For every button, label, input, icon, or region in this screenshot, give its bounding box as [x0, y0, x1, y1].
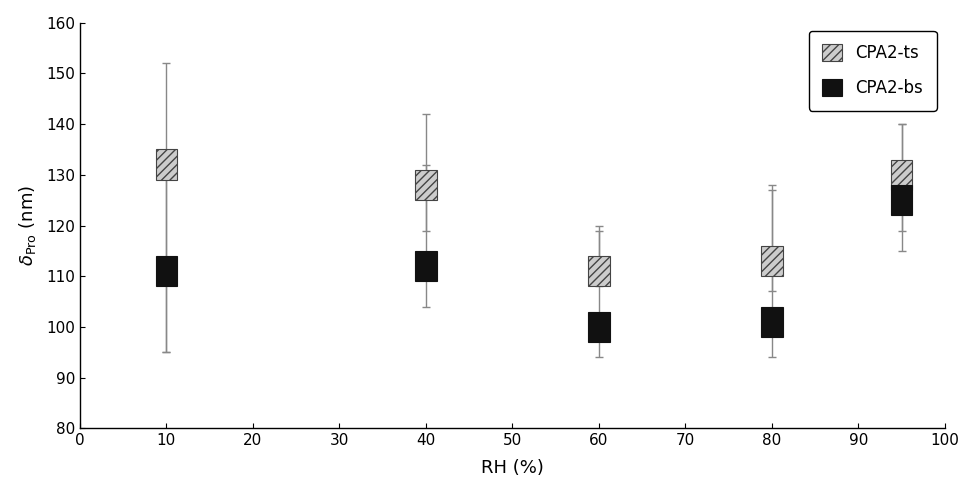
Bar: [761, 307, 783, 337]
Bar: [761, 246, 783, 276]
Bar: [589, 312, 610, 342]
Bar: [891, 160, 913, 190]
Bar: [155, 150, 178, 180]
X-axis label: RH (%): RH (%): [481, 459, 544, 477]
Bar: [415, 251, 436, 281]
Bar: [155, 256, 178, 287]
Bar: [589, 256, 610, 287]
Bar: [415, 170, 436, 200]
Y-axis label: $\delta_\mathrm{Pro}$ (nm): $\delta_\mathrm{Pro}$ (nm): [17, 185, 38, 266]
Legend: CPA2-ts, CPA2-bs: CPA2-ts, CPA2-bs: [809, 31, 937, 111]
Bar: [891, 185, 913, 215]
